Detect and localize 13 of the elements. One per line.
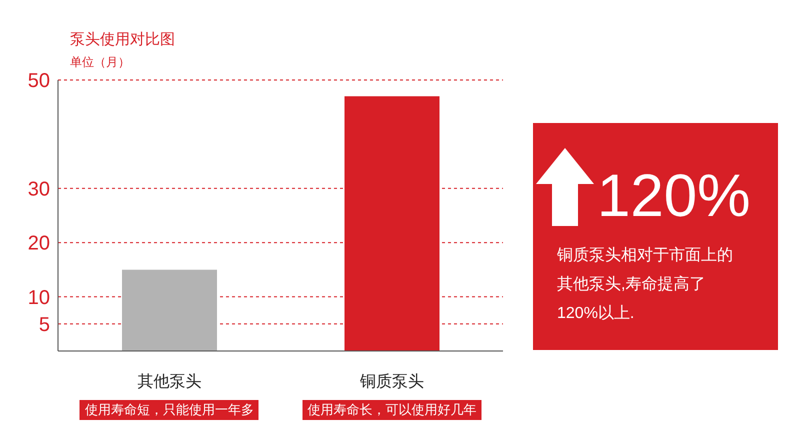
- text: 使用寿命短，只能使用一年多: [80, 400, 259, 420]
- y-tick-label: 30: [28, 178, 50, 200]
- y-tick-label: 5: [38, 314, 50, 336]
- x-tick-label: 其他泵头: [137, 372, 202, 390]
- x-tick-label: 铜质泵头: [358, 372, 424, 390]
- text: 铜质泵头相对于市面上的其他泵头,寿命提高了120%以上.: [557, 246, 734, 324]
- chart-title: 泵头使用对比图: [70, 30, 175, 49]
- chart-subtitle: 单位（月）: [70, 54, 130, 71]
- y-tick-label: 20: [28, 232, 50, 255]
- y-tick-label: 10: [28, 286, 50, 309]
- text: 使用寿命长，可以使用好几年: [302, 400, 482, 420]
- y-tick-label: 50: [28, 70, 50, 92]
- text: 120%: [597, 161, 750, 231]
